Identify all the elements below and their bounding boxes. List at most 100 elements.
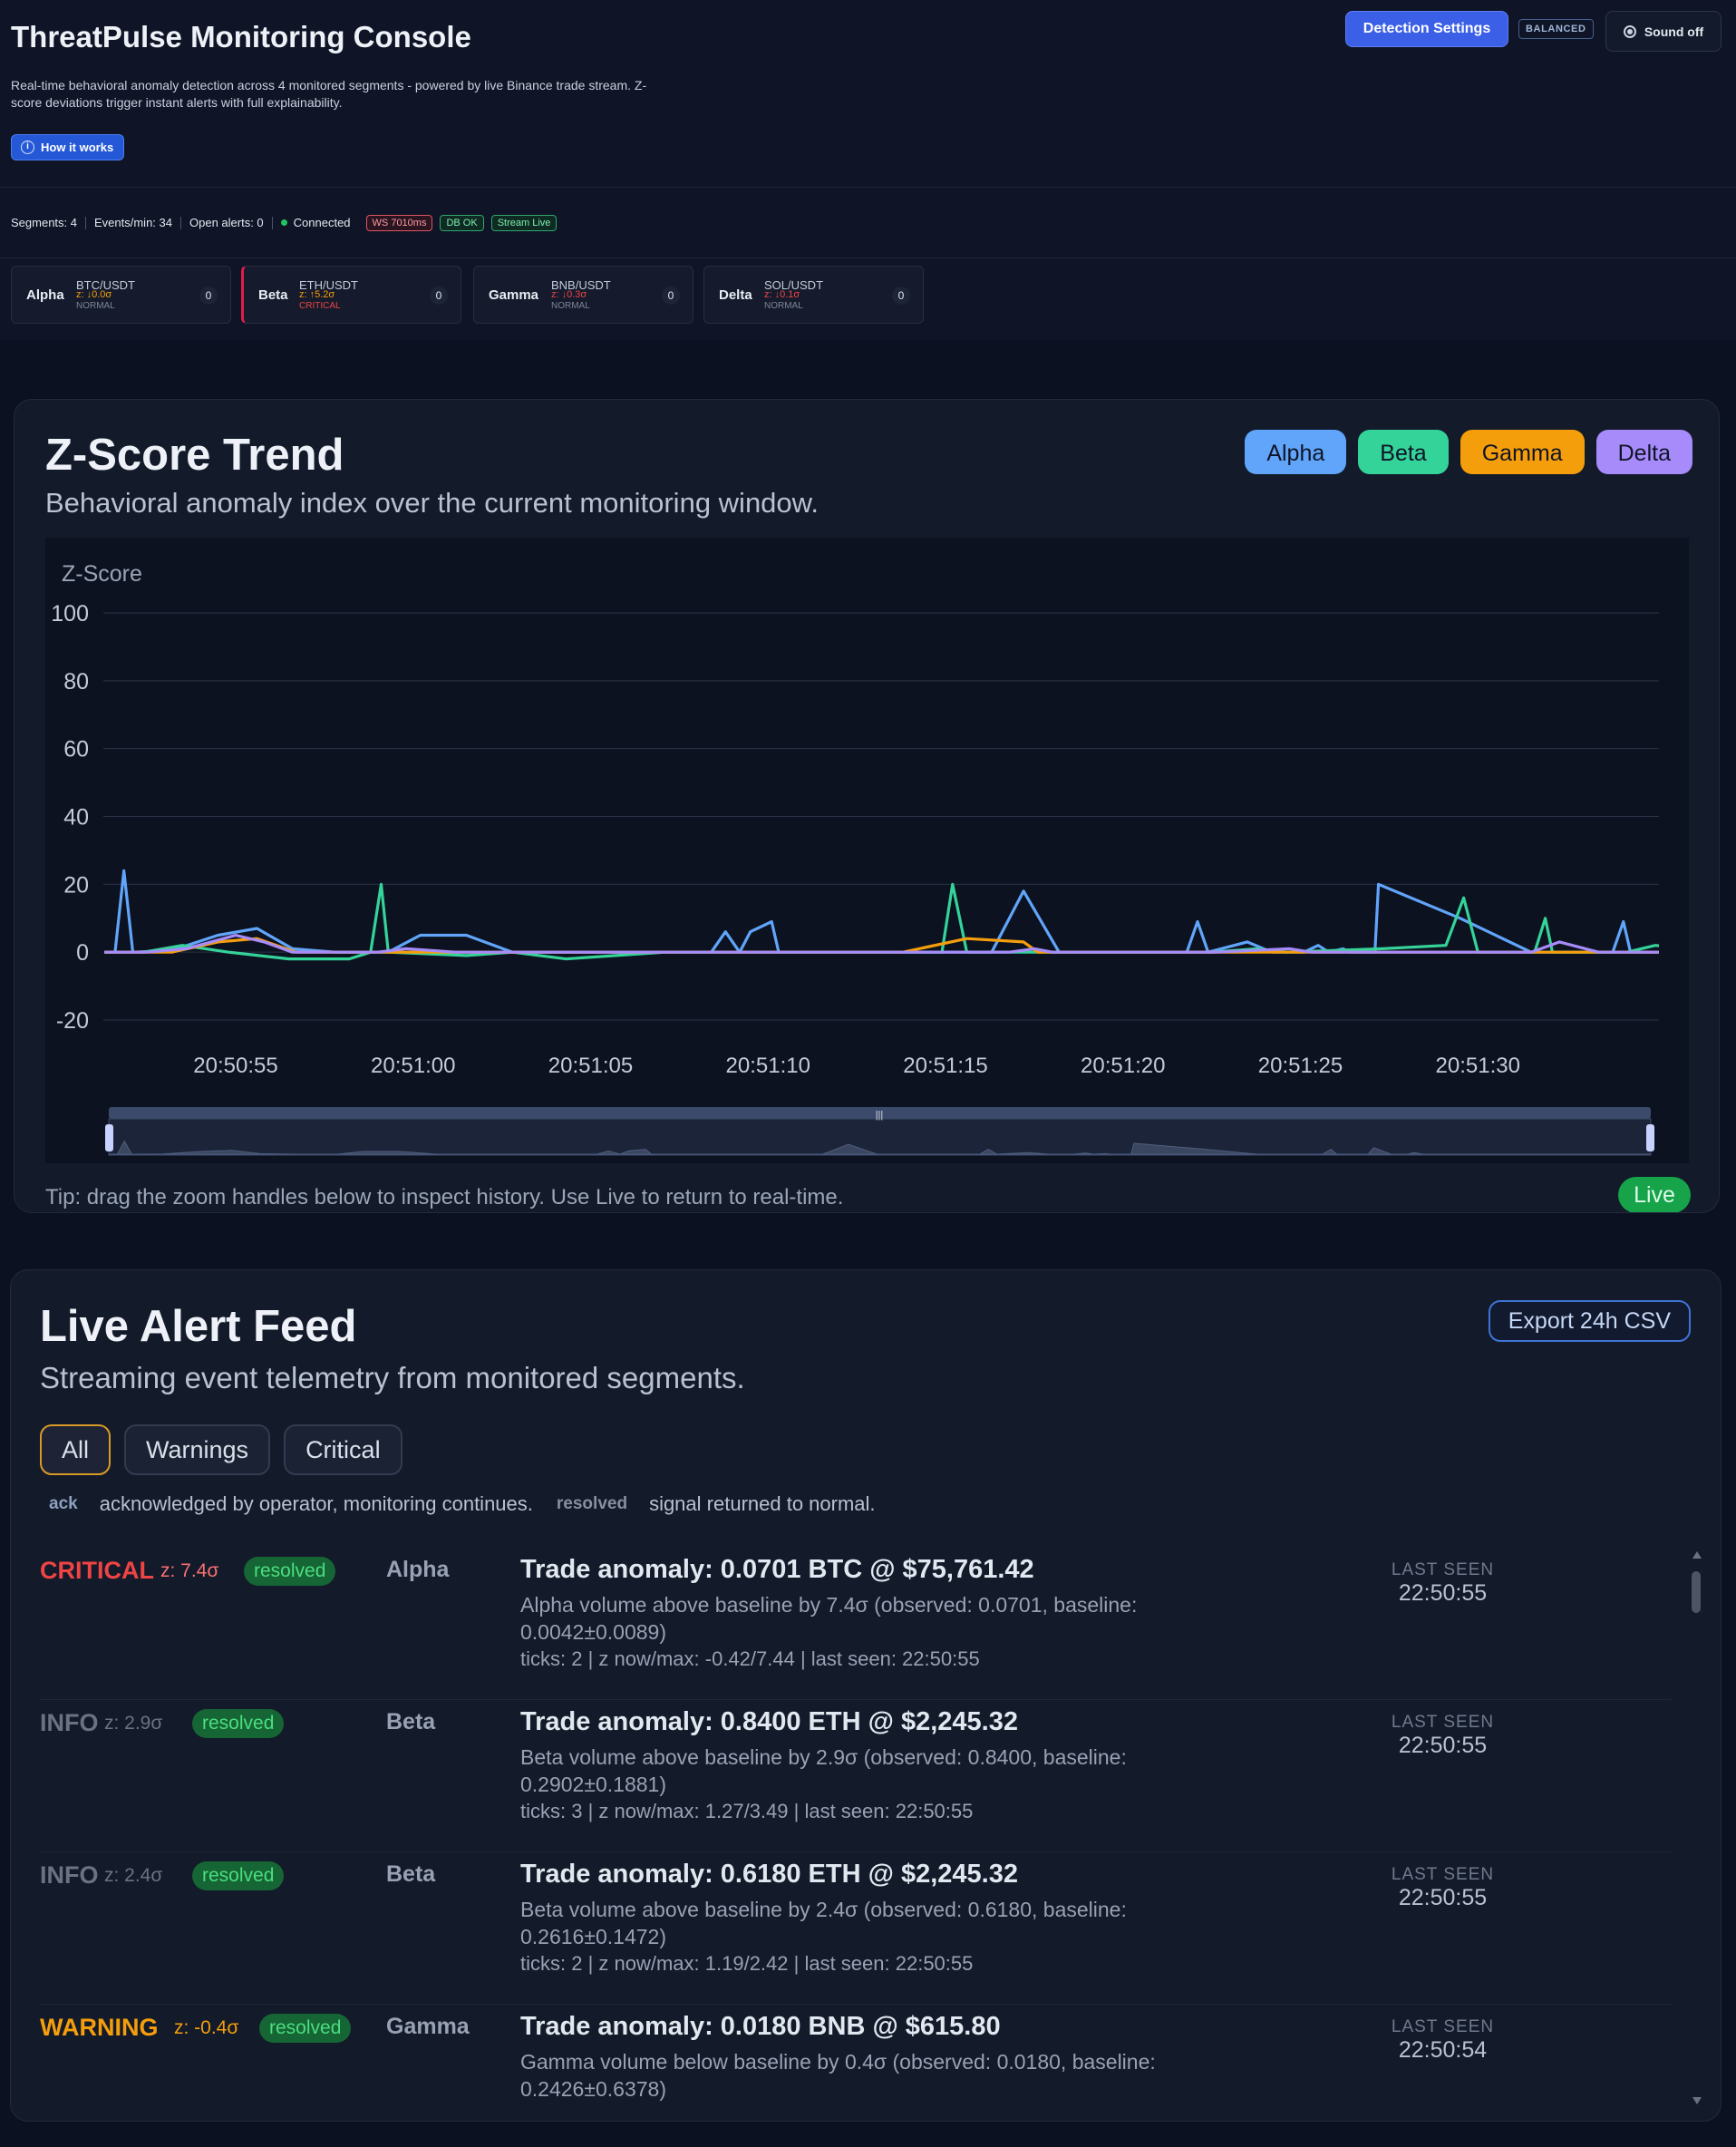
sound-toggle-label: Sound off — [1644, 24, 1704, 39]
alert-segment: Gamma — [386, 2014, 470, 2039]
segment-cards: Alpha BTC/USDT z: ↓0.0σ NORMAL 0 Beta ET… — [0, 258, 1736, 340]
segment-card-beta[interactable]: Beta ETH/USDT z: ↑5.2σ CRITICAL 0 — [241, 266, 461, 324]
scroll-down-icon[interactable] — [1692, 2097, 1702, 2104]
segments-count: Segments: 4 — [11, 215, 77, 229]
chart-title: Z-Score Trend — [45, 431, 344, 480]
segment-pair: ETH/USDT — [299, 278, 358, 292]
scroll-up-icon[interactable] — [1692, 1551, 1702, 1559]
detection-settings-button[interactable]: Detection Settings — [1345, 11, 1508, 47]
segment-alert-count: 0 — [892, 287, 910, 305]
stream-status-badge: Stream Live — [490, 214, 558, 231]
alert-description: Beta volume above baseline by 2.4σ (obse… — [520, 1898, 1127, 1948]
export-csv-button[interactable]: Export 24h CSV — [1488, 1300, 1691, 1342]
segment-state: CRITICAL — [299, 301, 341, 311]
sound-toggle-button[interactable]: Sound off — [1605, 11, 1721, 52]
legend-toggle-gamma[interactable]: Gamma — [1460, 430, 1585, 474]
segment-name: Delta — [719, 287, 752, 303]
alert-segment: Beta — [386, 1709, 436, 1734]
segment-pair: BNB/USDT — [551, 278, 611, 292]
how-it-works-label: How it works — [41, 141, 114, 154]
alert-row[interactable]: CRITICAL z: 7.4σ resolved Alpha Trade an… — [40, 1548, 1672, 1700]
alert-zscore: z: 7.4σ — [160, 1560, 219, 1581]
alert-status-badge: resolved — [192, 1709, 285, 1738]
mode-badge: BALANCED — [1518, 19, 1594, 39]
alert-row[interactable]: WARNING z: -0.4σ resolved Gamma Trade an… — [40, 2005, 1672, 2113]
alert-row[interactable]: INFO z: 2.4σ resolved Beta Trade anomaly… — [40, 1852, 1672, 2005]
feed-title: Live Alert Feed — [40, 1302, 357, 1351]
alert-meta: ticks: 2 | z now/max: 1.19/2.42 | last s… — [520, 1952, 974, 1975]
alert-segment: Alpha — [386, 1557, 450, 1582]
last-seen-label: LAST SEEN — [1391, 1713, 1495, 1732]
alert-segment: Beta — [386, 1861, 436, 1887]
alert-severity: CRITICAL — [40, 1557, 154, 1584]
y-tick-label: 80 — [63, 669, 89, 695]
zscore-chart: Z-Score 100 80 60 40 20 0 -20 20:50:55 20:51:00 20… — [51, 561, 1659, 1156]
zoom-grip-icon: ||| — [876, 1110, 884, 1121]
segment-zscore: z: ↓0.0σ — [76, 289, 112, 300]
legend-toggle-delta[interactable]: Delta — [1595, 430, 1692, 474]
y-tick-label: 100 — [51, 601, 89, 627]
segment-card-alpha[interactable]: Alpha BTC/USDT z: ↓0.0σ NORMAL 0 — [11, 266, 231, 324]
alert-row[interactable]: INFO z: 2.9σ resolved Beta Trade anomaly… — [40, 1700, 1672, 1852]
segment-card-delta[interactable]: Delta SOL/USDT z: ↓0.1σ NORMAL 0 — [703, 266, 924, 324]
status-legend: ack acknowledged by operator, monitoring… — [40, 1491, 876, 1517]
y-tick-label: 0 — [76, 940, 89, 966]
series-line-delta — [104, 933, 1659, 954]
x-tick-label: 20:51:25 — [1258, 1054, 1343, 1078]
filter-critical-button[interactable]: Critical — [284, 1424, 402, 1475]
ack-tag: ack — [49, 1494, 78, 1513]
segment-card-gamma[interactable]: Gamma BNB/USDT z: ↓0.3σ NORMAL 0 — [473, 266, 693, 324]
alert-title: Trade anomaly: 0.0701 BTC @ $75,761.42 — [520, 1555, 1034, 1584]
y-tick-label: -20 — [56, 1008, 89, 1034]
zscore-trend-card: Z-Score Trend Behavioral anomaly index o… — [14, 399, 1720, 1213]
alert-description: Beta volume above baseline by 2.9σ (obse… — [520, 1745, 1127, 1796]
filter-all-button[interactable]: All — [40, 1424, 112, 1475]
segment-name: Beta — [258, 287, 288, 303]
feed-subtitle: Streaming event telemetry from monitored… — [40, 1361, 745, 1394]
live-button[interactable]: Live — [1618, 1177, 1691, 1212]
ws-latency-badge: WS 7010ms — [365, 214, 433, 231]
x-tick-label: 20:51:20 — [1081, 1054, 1165, 1078]
alert-description: Alpha volume above baseline by 7.4σ (obs… — [520, 1593, 1138, 1644]
connection-label: Connected — [293, 215, 351, 229]
zoom-handle-left — [105, 1124, 113, 1151]
connection-status: Connected — [271, 215, 359, 229]
y-tick-label: 40 — [63, 805, 89, 831]
scroll-thumb[interactable] — [1692, 1571, 1701, 1613]
x-tick-label: 20:51:00 — [371, 1054, 455, 1078]
alert-list: CRITICAL z: 7.4σ resolved Alpha Trade an… — [40, 1548, 1688, 2113]
chart-subtitle: Behavioral anomaly index over the curren… — [45, 487, 819, 519]
series-line-beta — [104, 882, 1659, 961]
how-it-works-button[interactable]: i How it works — [11, 134, 125, 160]
last-seen-label: LAST SEEN — [1391, 1560, 1495, 1579]
segment-name: Alpha — [26, 287, 64, 303]
alert-title: Trade anomaly: 0.6180 ETH @ $2,245.32 — [520, 1860, 1018, 1889]
zoom-handle-right — [1646, 1124, 1654, 1151]
last-seen-label: LAST SEEN — [1391, 2017, 1495, 2036]
filter-warnings-button[interactable]: Warnings — [124, 1424, 271, 1475]
alert-list-scrollbar[interactable] — [1692, 1551, 1702, 2104]
segment-zscore: z: ↑5.2σ — [299, 289, 335, 300]
legend-toggle-alpha[interactable]: Alpha — [1245, 430, 1347, 474]
status-bar: Segments: 4 Events/min: 34 Open alerts: … — [0, 188, 1736, 258]
legend-toggle-beta[interactable]: Beta — [1358, 430, 1449, 474]
alert-status-badge: resolved — [259, 2014, 352, 2043]
chart-legend: Alpha Beta Gamma Delta — [1245, 430, 1692, 474]
y-axis-label: Z-Score — [62, 561, 142, 587]
segment-alert-count: 0 — [662, 287, 680, 305]
segment-alert-count: 0 — [430, 287, 448, 305]
connection-dot-icon — [280, 219, 287, 226]
alert-status-badge: resolved — [192, 1861, 285, 1890]
segment-pair: SOL/USDT — [764, 278, 824, 292]
last-seen-value: 22:50:54 — [1398, 2037, 1488, 2063]
info-icon: i — [21, 141, 34, 154]
alert-description: Gamma volume below baseline by 0.4σ (obs… — [520, 2050, 1156, 2101]
alert-zscore: z: 2.4σ — [104, 1865, 163, 1886]
alert-title: Trade anomaly: 0.8400 ETH @ $2,245.32 — [520, 1707, 1018, 1736]
segment-state: NORMAL — [551, 301, 590, 311]
segment-name: Gamma — [489, 287, 539, 303]
alert-feed-card: Live Alert Feed Streaming event telemetr… — [10, 1269, 1721, 2122]
app-title: ThreatPulse Monitoring Console — [11, 20, 471, 53]
x-tick-label: 20:50:55 — [193, 1054, 277, 1078]
last-seen-label: LAST SEEN — [1391, 1865, 1495, 1884]
